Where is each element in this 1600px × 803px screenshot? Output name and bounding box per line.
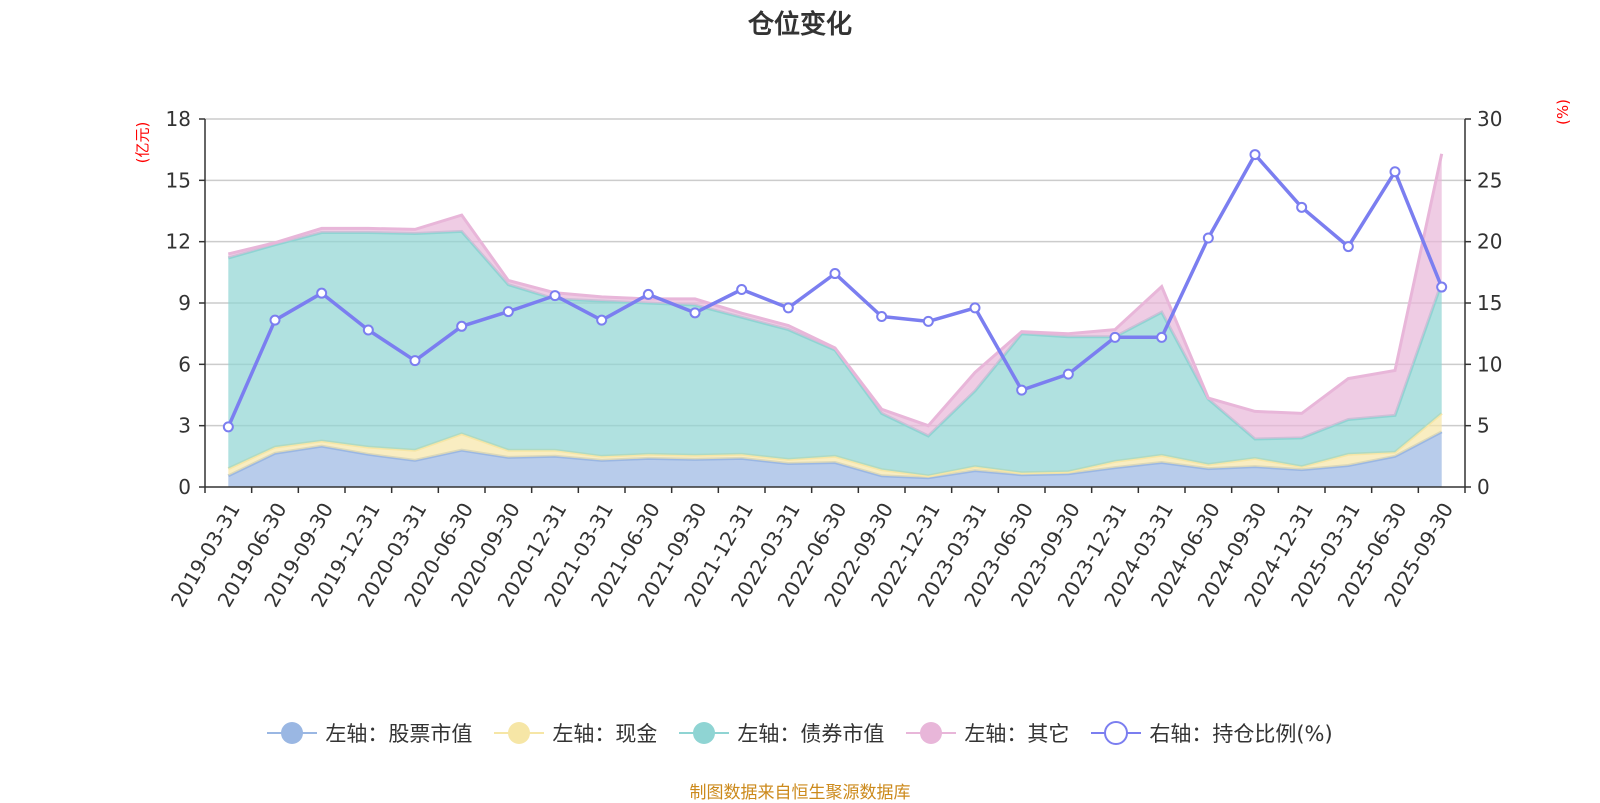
legend-item-3[interactable]: 左轴：其它 — [906, 718, 1069, 748]
legend-label: 左轴：股票市值 — [325, 722, 473, 746]
position-ratio-point-23 — [1296, 201, 1308, 213]
position-ratio-point-3 — [362, 324, 374, 336]
right-tick-label-1: 5 — [1477, 414, 1490, 438]
position-ratio-point-6 — [502, 306, 514, 318]
right-tick-label-6: 30 — [1477, 107, 1502, 131]
area-edge-3 — [227, 153, 1444, 428]
right-tick-label-0: 0 — [1477, 475, 1490, 499]
legend-marker-icon — [267, 722, 318, 744]
legend-label: 左轴：现金 — [552, 722, 658, 746]
position-change-chart: 03691215180510152025302019-03-312019-06-… — [166, 107, 1503, 611]
legend-item-2[interactable]: 左轴：债券市值 — [679, 718, 884, 748]
position-ratio-point-17 — [1016, 384, 1028, 396]
left-tick-label-5: 15 — [166, 168, 191, 192]
position-ratio-point-2 — [316, 287, 328, 299]
legend-item-0[interactable]: 左轴：股票市值 — [267, 718, 472, 748]
position-ratio-point-22 — [1249, 149, 1261, 161]
legend-marker-icon — [679, 722, 730, 744]
position-ratio-point-7 — [549, 290, 561, 302]
right-tick-label-4: 20 — [1477, 230, 1502, 254]
position-ratio-point-8 — [596, 314, 608, 326]
chart-title: 仓位变化 — [747, 10, 852, 40]
legend-item-1[interactable]: 左轴：现金 — [494, 718, 657, 748]
position-ratio-point-20 — [1156, 331, 1168, 343]
legend-marker-icon — [1091, 721, 1142, 745]
position-ratio-point-1 — [269, 314, 281, 326]
area-series-3 — [228, 153, 1442, 440]
position-ratio-point-18 — [1062, 368, 1074, 380]
position-ratio-point-21 — [1202, 232, 1214, 244]
position-ratio-point-15 — [922, 315, 934, 327]
position-ratio-point-16 — [969, 302, 981, 314]
position-ratio-point-25 — [1389, 166, 1401, 178]
position-ratio-point-5 — [456, 320, 468, 332]
position-ratio-point-0 — [222, 421, 234, 433]
right-tick-label-2: 10 — [1477, 352, 1502, 376]
position-ratio-point-9 — [642, 288, 654, 300]
data-source-footer: 制图数据来自恒生聚源数据库 — [689, 783, 911, 803]
position-ratio-point-19 — [1109, 331, 1121, 343]
left-tick-label-2: 6 — [178, 352, 191, 376]
position-ratio-point-13 — [829, 268, 841, 280]
left-tick-label-4: 12 — [166, 230, 191, 254]
position-ratio-point-12 — [782, 302, 794, 314]
left-tick-label-3: 9 — [178, 291, 191, 315]
left-tick-label-0: 0 — [178, 475, 191, 499]
legend-label: 左轴：债券市值 — [737, 722, 885, 746]
position-ratio-point-11 — [736, 284, 748, 296]
right-tick-label-3: 15 — [1477, 291, 1502, 315]
left-tick-label-1: 3 — [178, 414, 191, 438]
position-ratio-point-14 — [876, 310, 888, 322]
legend-label: 右轴：持仓比例(%) — [1149, 722, 1333, 746]
area-series-1 — [228, 413, 1442, 478]
position-ratio-point-4 — [409, 355, 421, 367]
area-series-0 — [228, 431, 1442, 487]
legend-marker-icon — [494, 722, 545, 744]
left-tick-label-6: 18 — [166, 107, 191, 131]
position-ratio-point-24 — [1342, 241, 1354, 253]
position-ratio-point-10 — [689, 307, 701, 319]
position-ratio-point-26 — [1436, 281, 1448, 293]
right-tick-label-5: 25 — [1477, 168, 1502, 192]
legend-label: 左轴：其它 — [964, 722, 1070, 746]
legend-marker-icon — [906, 722, 957, 744]
legend-item-4[interactable]: 右轴：持仓比例(%) — [1091, 718, 1333, 748]
chart-legend: 左轴：股票市值 左轴：现金 左轴：债券市值 左轴：其它 右轴：持仓比例(%) — [0, 718, 1600, 748]
